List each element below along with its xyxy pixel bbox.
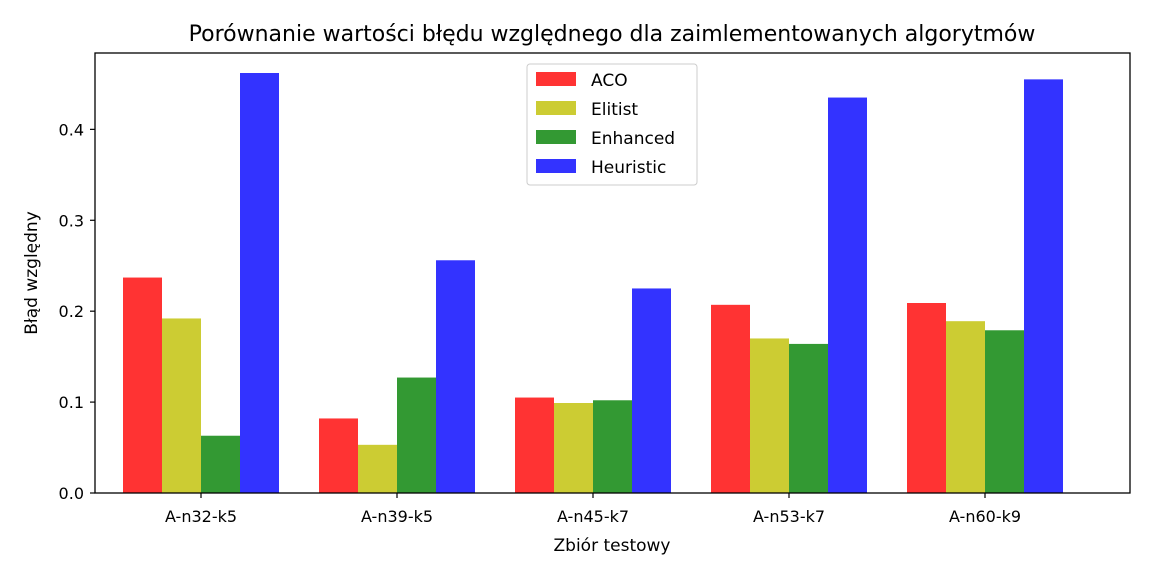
legend-label-elitist: Elitist	[591, 100, 638, 120]
bar-aco-a-n32-k5	[123, 277, 162, 493]
y-tick-label: 0.3	[59, 211, 84, 230]
y-axis: 0.0 0.1 0.2 0.3 0.4	[59, 120, 95, 503]
bar-aco-a-n45-k7	[515, 397, 554, 493]
legend-label-aco: ACO	[591, 71, 628, 91]
bar-aco-a-n60-k9	[907, 303, 946, 493]
bar-elitist-a-n39-k5	[358, 444, 397, 493]
x-tick-label: A-n60-k9	[949, 507, 1021, 526]
y-tick-label: 0.4	[59, 120, 84, 139]
legend-label-heuristic: Heuristic	[591, 158, 666, 178]
bar-elitist-a-n53-k7	[750, 338, 789, 493]
legend-swatch-heuristic	[536, 159, 576, 173]
legend: ACO Elitist Enhanced Heuristic	[526, 63, 698, 186]
bar-heuristic-a-n45-k7	[632, 288, 671, 493]
legend-swatch-elitist	[536, 101, 576, 115]
bar-heuristic-a-n60-k9	[1024, 79, 1063, 493]
x-tick-label: A-n32-k5	[165, 507, 237, 526]
x-tick-label: A-n39-k5	[361, 507, 433, 526]
bar-enhanced-a-n53-k7	[789, 343, 828, 493]
bar-enhanced-a-n45-k7	[593, 400, 632, 493]
bar-aco-a-n39-k5	[319, 418, 358, 493]
chart-title: Porównanie wartości błędu względnego dla…	[189, 22, 1036, 47]
bar-elitist-a-n60-k9	[946, 321, 985, 493]
y-tick-label: 0.2	[59, 302, 84, 321]
bar-aco-a-n53-k7	[711, 304, 750, 493]
bar-heuristic-a-n53-k7	[828, 97, 867, 493]
x-axis: A-n32-k5 A-n39-k5 A-n45-k7 A-n53-k7 A-n60-k9	[165, 493, 1021, 526]
bar-elitist-a-n32-k5	[162, 318, 201, 493]
bar-enhanced-a-n60-k9	[985, 330, 1024, 493]
bar-enhanced-a-n39-k5	[397, 377, 436, 493]
y-tick-label: 0.1	[59, 393, 84, 412]
bar-heuristic-a-n39-k5	[436, 260, 475, 493]
bars-group	[123, 73, 1063, 493]
y-tick-label: 0.0	[59, 484, 84, 503]
y-axis-label: Błąd względny	[22, 211, 42, 335]
legend-box	[526, 63, 698, 186]
x-tick-label: A-n53-k7	[753, 507, 825, 526]
bar-heuristic-a-n32-k5	[240, 73, 279, 493]
legend-label-enhanced: Enhanced	[591, 129, 675, 149]
legend-swatch-enhanced	[536, 130, 576, 144]
bar-enhanced-a-n32-k5	[201, 435, 240, 493]
x-axis-label: Zbiór testowy	[554, 536, 671, 556]
plot-frame	[94, 52, 1131, 494]
bar-elitist-a-n45-k7	[554, 403, 593, 493]
x-tick-label: A-n45-k7	[557, 507, 629, 526]
legend-swatch-aco	[536, 72, 576, 86]
